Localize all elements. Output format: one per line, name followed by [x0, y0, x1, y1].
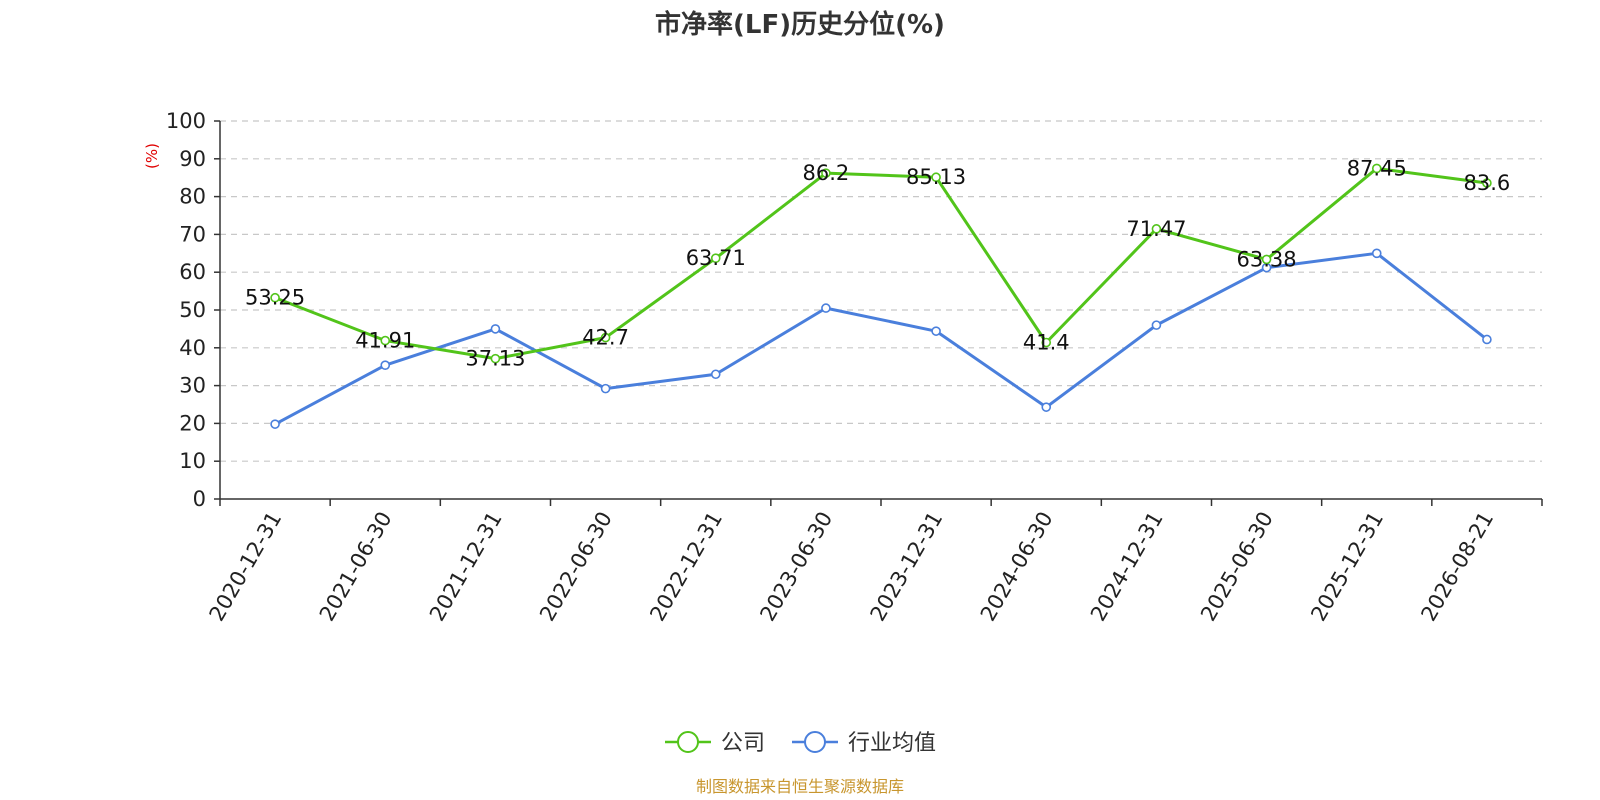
data-point: [602, 385, 610, 393]
data-label: 63.38: [1237, 247, 1297, 271]
y-tick-label: 0: [193, 487, 206, 511]
x-tick-label: 2022-12-31: [645, 508, 727, 626]
y-tick-label: 40: [179, 336, 206, 360]
y-tick-label: 90: [179, 147, 206, 171]
series-line-1: [275, 253, 1487, 424]
legend[interactable]: 公司 行业均值: [665, 731, 936, 756]
data-label: 41.4: [1023, 331, 1070, 355]
data-label: 53.25: [245, 286, 305, 310]
y-tick-label: 70: [179, 222, 206, 246]
data-label: 87.45: [1347, 156, 1407, 180]
data-label: 41.91: [355, 329, 415, 353]
chart-title: 市净率(LF)历史分位(%): [655, 9, 945, 40]
source-note: 制图数据来自恒生聚源数据库: [696, 777, 904, 796]
y-tick-label: 10: [179, 449, 206, 473]
data-label: 83.6: [1464, 171, 1511, 195]
legend-swatch-marker: [805, 732, 825, 752]
legend-item[interactable]: 公司: [665, 731, 765, 756]
x-tick-label: 2020-12-31: [205, 508, 287, 626]
y-tick-label: 100: [166, 109, 206, 133]
data-point: [381, 361, 389, 369]
legend-item[interactable]: 行业均值: [792, 731, 936, 756]
x-tick-label: 2023-06-30: [755, 508, 837, 626]
data-point: [822, 304, 830, 312]
data-point: [1152, 321, 1160, 329]
series-layer: [271, 164, 1491, 428]
x-tick-label: 2024-12-31: [1086, 508, 1168, 626]
data-point: [712, 370, 720, 378]
data-label: 42.7: [582, 326, 629, 350]
x-tick-label: 2021-12-31: [425, 508, 507, 626]
y-tick-label: 50: [179, 298, 206, 322]
data-label: 85.13: [906, 165, 966, 189]
grid-lines: [220, 121, 1542, 461]
axes: 0 10 20 30 40 50 60 70 80 90 100 2020-12-31 2021-06-…: [166, 109, 1542, 625]
data-point: [932, 327, 940, 335]
x-tick-label: 2022-06-30: [535, 508, 617, 626]
data-label: 63.71: [686, 246, 746, 270]
x-tick-label: 2024-06-30: [976, 508, 1058, 626]
data-point: [271, 420, 279, 428]
y-axis-unit-label: (%): [143, 143, 161, 169]
x-tick-label: 2025-06-30: [1196, 508, 1278, 626]
x-tick-label: 2025-12-31: [1306, 508, 1388, 626]
x-tick-label: 2026-08-21: [1416, 508, 1498, 626]
data-label: 37.13: [465, 347, 525, 371]
y-tick-label: 20: [179, 411, 206, 435]
data-labels: 53.25 41.91 37.13 42.7 63.71 86.2 85.13 41.4 71.…: [245, 156, 1510, 370]
x-tick-label: 2021-06-30: [315, 508, 397, 626]
y-tick-label: 80: [179, 185, 206, 209]
data-point: [491, 325, 499, 333]
data-label: 71.47: [1126, 217, 1186, 241]
legend-label: 行业均值: [848, 731, 936, 756]
data-label: 86.2: [803, 161, 850, 185]
x-tick-label: 2023-12-31: [866, 508, 948, 626]
data-point: [1373, 249, 1381, 257]
y-tick-label: 60: [179, 260, 206, 284]
y-tick-label: 30: [179, 374, 206, 398]
data-point: [1042, 403, 1050, 411]
legend-swatch-marker: [678, 732, 698, 752]
data-point: [1483, 335, 1491, 343]
legend-label: 公司: [721, 731, 765, 756]
